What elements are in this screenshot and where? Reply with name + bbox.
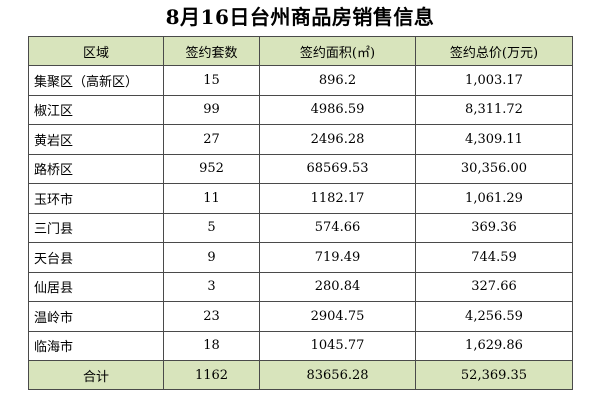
price-cell: 1,003.17	[415, 65, 573, 96]
table-row: 椒江区 99 4986.59 8,311.72	[28, 94, 573, 125]
table-row: 三门县 5 574.66 369.36	[28, 212, 573, 243]
units-cell: 23	[163, 301, 260, 332]
region-cell: 天台县	[28, 242, 164, 273]
area-cell: 2904.75	[259, 301, 416, 332]
table-row: 黄岩区 27 2496.28 4,309.11	[28, 124, 573, 155]
area-cell: 1182.17	[259, 183, 416, 214]
units-cell: 15	[163, 65, 260, 96]
region-cell: 温岭市	[28, 301, 164, 332]
region-cell: 临海市	[28, 330, 164, 361]
table-row: 路桥区 952 68569.53 30,356.00	[28, 153, 573, 184]
sales-table: 区域 签约套数 签约面积(㎡) 签约总价(万元) 集聚区（高新区） 15 896…	[28, 36, 573, 390]
table-row: 临海市 18 1045.77 1,629.86	[28, 330, 573, 361]
header-region: 区域	[28, 36, 164, 66]
units-cell: 27	[163, 124, 260, 155]
price-cell: 1,629.86	[415, 330, 573, 361]
units-cell: 9	[163, 242, 260, 273]
total-price: 52,369.35	[415, 360, 573, 390]
units-cell: 18	[163, 330, 260, 361]
units-cell: 99	[163, 94, 260, 125]
page-title: 8月16日台州商品房销售信息	[165, 5, 435, 29]
total-row: 合计 1162 83656.28 52,369.35	[28, 360, 573, 390]
units-cell: 11	[163, 183, 260, 214]
total-label: 合计	[28, 360, 164, 390]
area-cell: 896.2	[259, 65, 416, 96]
area-cell: 1045.77	[259, 330, 416, 361]
table-row: 温岭市 23 2904.75 4,256.59	[28, 301, 573, 332]
region-cell: 仙居县	[28, 271, 164, 302]
units-cell: 5	[163, 212, 260, 243]
price-cell: 8,311.72	[415, 94, 573, 125]
area-cell: 4986.59	[259, 94, 416, 125]
area-cell: 68569.53	[259, 153, 416, 184]
table-header-row: 区域 签约套数 签约面积(㎡) 签约总价(万元)	[28, 36, 573, 66]
price-cell: 4,256.59	[415, 301, 573, 332]
region-cell: 三门县	[28, 212, 164, 243]
header-price: 签约总价(万元)	[415, 36, 573, 66]
area-cell: 280.84	[259, 271, 416, 302]
area-cell: 574.66	[259, 212, 416, 243]
price-cell: 4,309.11	[415, 124, 573, 155]
region-cell: 路桥区	[28, 153, 164, 184]
price-cell: 327.66	[415, 271, 573, 302]
area-cell: 719.49	[259, 242, 416, 273]
table-row: 集聚区（高新区） 15 896.2 1,003.17	[28, 65, 573, 96]
table-row: 仙居县 3 280.84 327.66	[28, 271, 573, 302]
header-area: 签约面积(㎡)	[259, 36, 416, 66]
units-cell: 3	[163, 271, 260, 302]
header-units: 签约套数	[163, 36, 260, 66]
table-row: 玉环市 11 1182.17 1,061.29	[28, 183, 573, 214]
units-cell: 952	[163, 153, 260, 184]
table-row: 天台县 9 719.49 744.59	[28, 242, 573, 273]
total-area: 83656.28	[259, 360, 416, 390]
area-cell: 2496.28	[259, 124, 416, 155]
region-cell: 椒江区	[28, 94, 164, 125]
total-units: 1162	[163, 360, 260, 390]
price-cell: 1,061.29	[415, 183, 573, 214]
price-cell: 744.59	[415, 242, 573, 273]
region-cell: 集聚区（高新区）	[28, 65, 164, 96]
price-cell: 369.36	[415, 212, 573, 243]
region-cell: 玉环市	[28, 183, 164, 214]
price-cell: 30,356.00	[415, 153, 573, 184]
region-cell: 黄岩区	[28, 124, 164, 155]
